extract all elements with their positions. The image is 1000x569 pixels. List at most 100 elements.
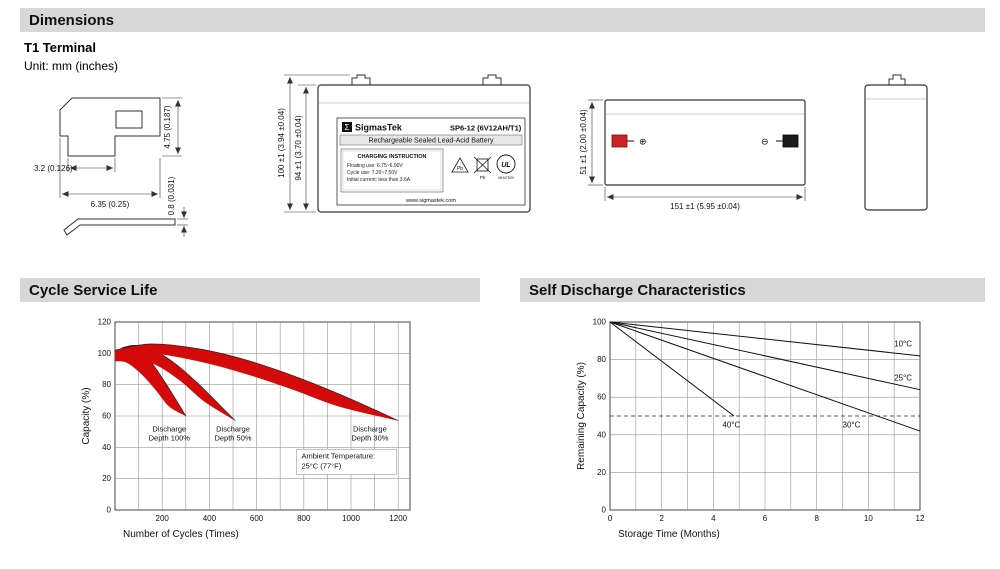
model-text: SP6-12 (6V12AH/T1)	[450, 124, 522, 133]
battery-type-bar	[339, 134, 523, 146]
series-label: 40°C	[722, 420, 740, 429]
ul-code: MH47529	[498, 176, 513, 180]
note-text: Ambient Temperature:	[301, 451, 375, 460]
y-tick-label: 20	[597, 468, 606, 477]
dim-terminal-width: 6.35 (0.25)	[91, 200, 130, 209]
x-tick-label: 6	[763, 514, 768, 523]
annotation-text: Depth 100%	[149, 434, 191, 443]
cycle-service-life-chart: 200 400 600 800 1000 1200 0 20 40 60 80 100 120 Disch…	[81, 318, 411, 540]
series-label: 10°C	[894, 339, 912, 348]
annotation-text: Discharge	[353, 425, 387, 434]
y-tick-label: 100	[98, 349, 112, 358]
y-axis-label: Remaining Capacity (%)	[576, 362, 587, 470]
discharge-band	[115, 346, 186, 416]
dim-length: 151 ±1 (5.95 ±0.04)	[670, 202, 740, 211]
x-tick-label: 10	[864, 514, 873, 523]
dim-case-height: 94 ±1 (3.70 ±0.04)	[294, 115, 303, 181]
battery-front-case	[317, 84, 531, 213]
unit-note: Unit: mm (inches)	[24, 59, 119, 73]
self-discharge-chart: 0 2 4 6 8 10 12 0 20 40 60 80 100 10°C 25°C 30°C 40°C Sto…	[576, 318, 925, 541]
series-label: 30°C	[843, 420, 861, 429]
battery-top-view: ⊕ ⊖ 151 ±1 (5.95 ±0.04) 51 ±1 (2.00 ±0.0…	[579, 99, 806, 211]
terminal-detail-drawing: 4.75 (0.187) 3.2 (0.126) 6.35 (0.25) 0.8…	[34, 97, 188, 237]
terminal-negative	[782, 134, 799, 148]
y-axis-label: Capacity (%)	[81, 387, 92, 444]
x-tick-label: 200	[156, 514, 170, 523]
end-terminal	[888, 74, 906, 85]
x-axis-label: Storage Time (Months)	[618, 529, 720, 540]
note-box	[296, 449, 397, 475]
sigma-logo	[342, 122, 352, 132]
no-trash-pb-text: Pb	[480, 175, 486, 180]
terminal-type-heading: T1 Terminal	[24, 40, 97, 55]
front-terminal-right	[482, 74, 502, 85]
x-tick-label: 4	[711, 514, 716, 523]
dim-terminal-thickness: 0.8 (0.031)	[167, 176, 176, 215]
battery-front-view: Σ SigmasTek SP6-12 (6V12AH/T1) Rechargea…	[277, 74, 531, 213]
series-line	[609, 321, 921, 357]
annotation-text: Discharge	[216, 425, 250, 434]
dim-terminal-height: 4.75 (0.187)	[163, 105, 172, 148]
y-tick-label: 0	[107, 506, 112, 515]
self-discharge-chart-title: Self Discharge Characteristics	[529, 281, 746, 299]
discharge-band	[115, 345, 236, 421]
y-tick-label: 80	[597, 355, 606, 364]
series-label: 25°C	[894, 373, 912, 382]
x-axis-label: Number of Cycles (Times)	[123, 529, 239, 540]
tick-labels: 200 400 600 800 1000 1200 0 20 40 60 80 100 120	[98, 318, 408, 524]
dim-terminal-slot: 3.2 (0.126)	[34, 164, 73, 173]
front-terminal-left	[351, 74, 371, 85]
section-header-dimensions: Dimensions	[20, 8, 985, 32]
section-header-self-discharge: Self Discharge Characteristics	[520, 278, 985, 302]
y-tick-label: 0	[602, 506, 607, 515]
terminal-hole	[115, 110, 143, 129]
annotation-text: Depth 30%	[351, 434, 388, 443]
band-top-curve	[114, 345, 236, 421]
x-tick-label: 1200	[389, 514, 407, 523]
dimension-drawings: 4.75 (0.187) 3.2 (0.126) 6.35 (0.25) 0.8…	[34, 74, 928, 237]
x-tick-label: 0	[608, 514, 613, 523]
ul-icon: UL	[496, 154, 516, 174]
y-tick-label: 100	[593, 318, 607, 327]
discharge-band	[115, 343, 399, 421]
annotation-text: Discharge	[152, 425, 186, 434]
x-tick-label: 1000	[342, 514, 360, 523]
gridlines	[115, 322, 410, 510]
battery-top-case	[604, 99, 806, 186]
cycle-chart-title: Cycle Service Life	[29, 281, 158, 299]
charging-box-inner	[342, 150, 442, 191]
battery-end-view	[864, 74, 928, 211]
band-top-curve	[114, 343, 399, 422]
series-line	[609, 321, 735, 417]
y-tick-label: 20	[102, 474, 111, 483]
charging-line-2: Cycle use: 7.20~7.50V	[347, 170, 398, 176]
x-tick-label: 800	[297, 514, 311, 523]
y-tick-label: 40	[597, 430, 606, 439]
charging-line-3: Initial current: less than 3.6A	[347, 177, 411, 183]
charging-line-1: Floating use: 6.75~6.90V	[347, 163, 403, 169]
x-tick-label: 400	[203, 514, 217, 523]
charging-title: CHARGING INSTRUCTION	[357, 154, 426, 160]
y-tick-label: 120	[98, 318, 112, 327]
note-text: 25°C (77°F)	[301, 461, 341, 470]
dim-width: 51 ±1 (2.00 ±0.04)	[579, 109, 588, 175]
website-text: www.sigmastek.com	[405, 198, 456, 204]
battery-end-case	[864, 84, 928, 211]
series-line	[609, 321, 921, 432]
y-tick-label: 60	[102, 412, 111, 421]
x-tick-label: 600	[250, 514, 264, 523]
recycle-pb-text: Pb	[457, 166, 463, 172]
terminal-top-outline	[59, 97, 161, 157]
y-tick-label: 80	[102, 380, 111, 389]
recycle-pb-icon	[451, 157, 469, 173]
terminal-positive	[611, 134, 628, 148]
dim-total-height: 100 ±1 (3.94 ±0.04)	[277, 108, 286, 178]
x-tick-label: 2	[659, 514, 664, 523]
positive-symbol: ⊕	[639, 138, 647, 148]
negative-symbol: ⊖	[761, 138, 769, 148]
y-tick-label: 40	[102, 443, 111, 452]
charging-box	[340, 148, 444, 193]
brand-text: SigmasTek	[355, 123, 403, 133]
series-line	[609, 321, 921, 391]
